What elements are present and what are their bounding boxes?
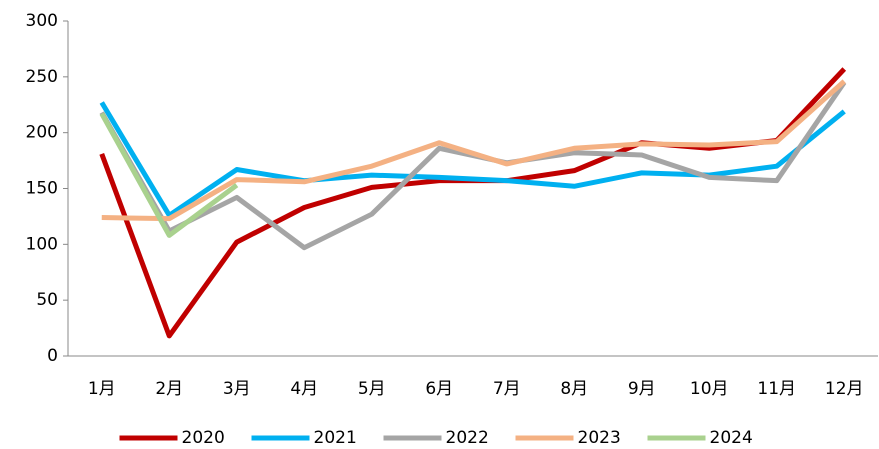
series-line [99, 101, 846, 218]
x-tick-label: 5月 [358, 379, 386, 399]
y-tick-label: 50 [36, 290, 58, 310]
y-tick-label: 0 [47, 346, 58, 366]
legend-label: 2023 [578, 428, 621, 448]
series-line [101, 79, 846, 222]
legend-label: 2020 [182, 428, 225, 448]
x-tick-label: 12月 [825, 379, 864, 399]
y-tick-label: 300 [26, 11, 58, 31]
x-tick-label: 10月 [690, 379, 729, 399]
x-tick-label: 1月 [88, 379, 116, 399]
x-tick-label: 9月 [628, 379, 656, 399]
x-tick-label: 2月 [155, 379, 183, 399]
x-tick-label: 6月 [425, 379, 453, 399]
x-tick-label: 7月 [493, 379, 521, 399]
y-tick-label: 200 [26, 123, 58, 143]
series-line [99, 81, 847, 251]
x-tick-label: 3月 [223, 379, 251, 399]
y-tick-label: 250 [26, 67, 58, 87]
y-tick-label: 150 [26, 179, 58, 199]
legend-label: 2024 [710, 428, 753, 448]
x-tick-label: 11月 [757, 379, 796, 399]
series-line [99, 112, 239, 238]
legend-label: 2021 [314, 428, 357, 448]
legend-label: 2022 [446, 428, 489, 448]
y-tick-label: 100 [26, 234, 58, 254]
x-tick-label: 4月 [290, 379, 318, 399]
x-tick-label: 8月 [560, 379, 588, 399]
